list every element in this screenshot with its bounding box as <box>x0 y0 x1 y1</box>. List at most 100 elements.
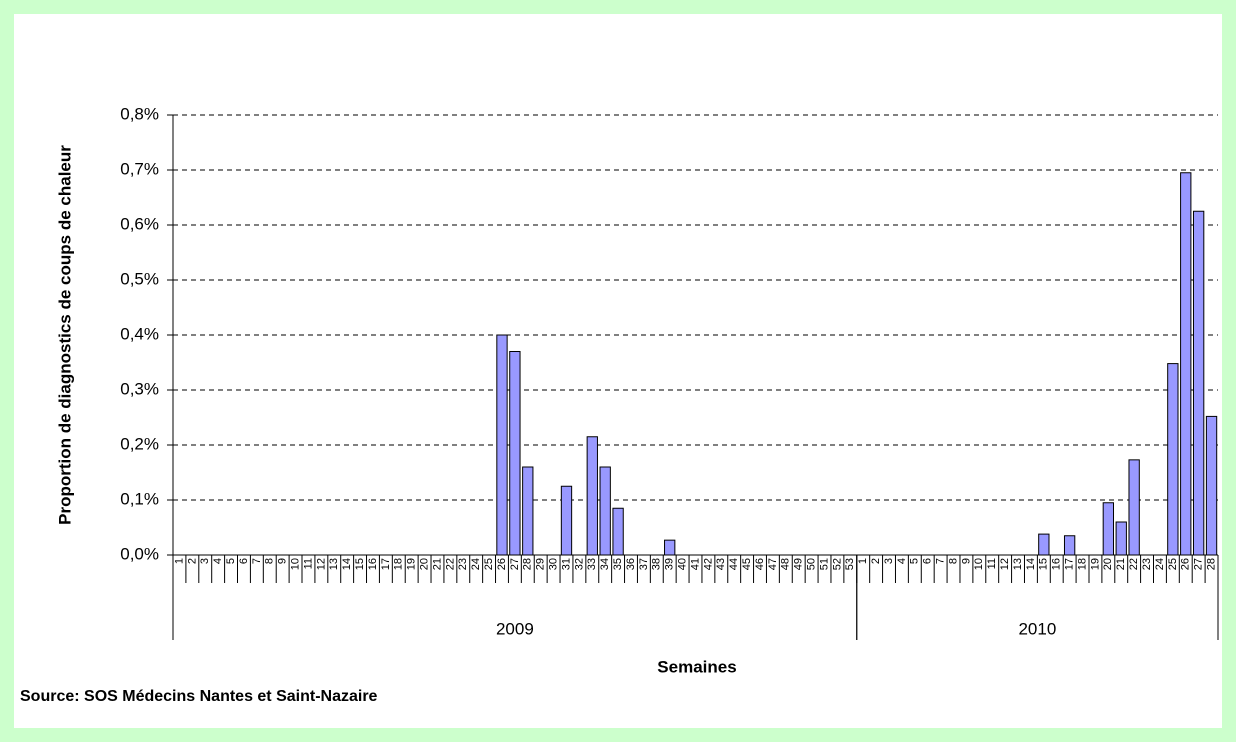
x-tick-label: 25 <box>483 558 495 570</box>
x-tick-label: 4 <box>212 558 224 564</box>
x-tick-label: 19 <box>1089 558 1101 570</box>
x-tick-label: 22 <box>1128 558 1140 570</box>
x-tick-label: 41 <box>689 558 701 570</box>
x-tick-label: 8 <box>947 558 959 564</box>
x-tick-label: 27 <box>509 558 521 570</box>
x-tick-label: 35 <box>612 558 624 570</box>
bar <box>1115 521 1127 556</box>
x-tick-label: 14 <box>341 558 353 570</box>
y-tick-label: 0,6% <box>120 214 159 233</box>
x-tick-label: 12 <box>315 558 327 570</box>
x-tick-label: 7 <box>935 558 947 564</box>
y-tick-label: 0,3% <box>120 379 159 398</box>
bar <box>586 436 598 556</box>
y-tick-label: 0,5% <box>120 269 159 288</box>
x-tick-label: 5 <box>225 558 237 564</box>
x-tick-label: 9 <box>960 558 972 564</box>
x-tick-label: 2 <box>870 558 882 564</box>
bar <box>1128 459 1140 556</box>
x-tick-label: 32 <box>573 558 585 570</box>
x-tick-label: 24 <box>1154 558 1166 570</box>
x-axis-label: Semaines <box>657 657 736 676</box>
x-tick-label: 3 <box>883 558 895 564</box>
x-tick-label: 30 <box>547 558 559 570</box>
x-tick-label: 3 <box>199 558 211 564</box>
x-tick-label: 20 <box>1102 558 1114 570</box>
bar <box>1038 533 1050 556</box>
x-tick-label: 25 <box>1167 558 1179 570</box>
bar <box>599 466 611 556</box>
bar <box>509 351 521 556</box>
x-tick-label: 29 <box>535 558 547 570</box>
x-tick-label: 51 <box>818 558 830 570</box>
bar <box>1102 502 1114 556</box>
y-tick-label: 0,7% <box>120 159 159 178</box>
x-tick-label: 26 <box>496 558 508 570</box>
x-tick-label: 38 <box>651 558 663 570</box>
bar <box>496 334 508 556</box>
bar <box>1205 415 1218 556</box>
group-label: 2010 <box>1018 619 1056 638</box>
x-tick-label: 19 <box>406 558 418 570</box>
source: Source: SOS Médecins Nantes et Saint-Naz… <box>20 688 378 705</box>
x-tick-label: 24 <box>470 558 482 570</box>
bar <box>1180 172 1192 556</box>
x-tick-label: 11 <box>302 558 314 569</box>
y-tick-label: 0,1% <box>120 489 159 508</box>
x-tick-label: 42 <box>702 558 714 570</box>
x-tick-label: 37 <box>638 558 650 570</box>
x-tick-label: 16 <box>367 558 379 570</box>
x-tick-label: 17 <box>380 558 392 570</box>
bar <box>1192 210 1205 556</box>
x-tick-label: 14 <box>1025 558 1037 570</box>
x-tick-label: 26 <box>1180 558 1192 570</box>
x-tick-label: 23 <box>457 558 469 570</box>
x-tick-label: 31 <box>560 558 572 570</box>
x-tick-label: 11 <box>986 558 998 569</box>
x-tick-label: 45 <box>741 558 753 570</box>
x-tick-label: 48 <box>780 558 792 570</box>
y-tick-label: 0,2% <box>120 434 159 453</box>
chart-area <box>14 14 1222 728</box>
x-tick-label: 21 <box>431 558 443 570</box>
x-tick-label: 50 <box>806 558 818 570</box>
x-tick-label: 23 <box>1141 558 1153 570</box>
x-tick-label: 1 <box>173 558 185 564</box>
x-tick-label: 15 <box>1038 558 1050 570</box>
y-tick-label: 0,4% <box>120 324 159 343</box>
x-tick-label: 22 <box>444 558 456 570</box>
x-tick-label: 10 <box>973 558 985 570</box>
y-axis-label: Proportion de diagnostics de coups de ch… <box>55 145 74 525</box>
x-tick-label: 10 <box>289 558 301 570</box>
x-tick-label: 52 <box>831 558 843 570</box>
y-tick-label: 0,8% <box>120 104 159 123</box>
x-tick-label: 44 <box>728 558 740 570</box>
x-tick-label: 40 <box>677 558 689 570</box>
x-tick-label: 17 <box>1064 558 1076 570</box>
x-tick-label: 21 <box>1115 558 1127 570</box>
x-tick-label: 13 <box>1012 558 1024 570</box>
x-tick-label: 7 <box>251 558 263 564</box>
x-tick-label: 43 <box>715 558 727 570</box>
x-tick-label: 13 <box>328 558 340 570</box>
x-tick-label: 9 <box>277 558 289 564</box>
x-tick-label: 6 <box>922 558 934 564</box>
bar <box>560 485 573 556</box>
x-tick-label: 34 <box>599 558 611 570</box>
x-tick-label: 46 <box>754 558 766 570</box>
x-tick-label: 6 <box>238 558 250 564</box>
x-tick-label: 16 <box>1051 558 1063 570</box>
x-tick-label: 8 <box>264 558 276 564</box>
y-tick-label: 0,0% <box>120 544 159 563</box>
x-tick-label: 49 <box>793 558 805 570</box>
x-tick-label: 53 <box>844 558 856 570</box>
x-tick-label: 28 <box>522 558 534 570</box>
x-tick-label: 36 <box>625 558 637 570</box>
x-tick-label: 47 <box>767 558 779 570</box>
x-tick-label: 33 <box>586 558 598 570</box>
x-tick-label: 1 <box>857 558 869 564</box>
group-label: 2009 <box>496 619 534 638</box>
bar <box>1063 535 1076 556</box>
x-tick-label: 18 <box>393 558 405 570</box>
